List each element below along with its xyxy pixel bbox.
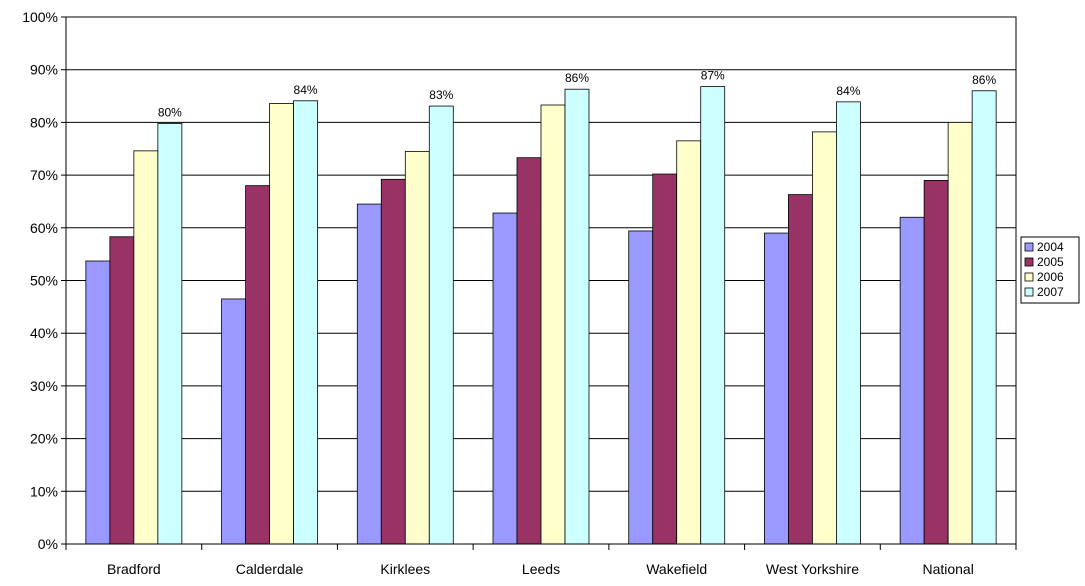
y-tick-label: 80% [30, 114, 58, 130]
bar-2007 [564, 88, 590, 545]
x-category-label: Calderdale [236, 561, 304, 577]
x-category-label: Wakefield [646, 561, 707, 577]
data-label: 83% [429, 88, 453, 102]
x-category-label: West Yorkshire [766, 561, 859, 577]
data-label: 80% [158, 105, 182, 119]
bar-2004 [85, 260, 111, 545]
bar-2005 [245, 185, 270, 545]
bar-2006 [812, 131, 837, 545]
bar-2006 [133, 150, 159, 545]
bar-2004 [221, 298, 246, 545]
x-category-label: National [922, 561, 973, 577]
legend-swatch [1024, 272, 1034, 282]
data-label: 84% [836, 84, 860, 98]
legend-label: 2004 [1037, 240, 1064, 254]
y-tick-label: 0% [38, 536, 58, 552]
legend-swatch [1024, 287, 1034, 297]
x-category-label: Bradford [107, 561, 161, 577]
bar-2006 [404, 150, 430, 545]
y-tick-label: 50% [30, 273, 58, 289]
y-tick-label: 10% [30, 483, 58, 499]
bar-2005 [109, 236, 135, 545]
bar-2007 [700, 86, 726, 545]
bar-2004 [492, 212, 518, 545]
bar-2007 [836, 101, 861, 545]
legend-label: 2007 [1037, 285, 1064, 299]
legend-swatch [1024, 257, 1034, 267]
bar-2005 [923, 179, 949, 545]
bar-2005 [788, 194, 813, 545]
bar-2005 [516, 157, 542, 545]
data-label: 84% [294, 83, 318, 97]
bar-2004 [628, 230, 654, 545]
bar-2004 [764, 232, 789, 545]
bar-2007 [428, 105, 454, 545]
bar-2006 [269, 103, 294, 545]
y-tick-label: 60% [30, 220, 58, 236]
bar-2005 [380, 178, 406, 545]
legend-label: 2006 [1037, 270, 1064, 284]
bar-2005 [652, 173, 678, 545]
data-label: 86% [565, 71, 589, 85]
bar-2007 [157, 123, 183, 545]
y-tick-label: 40% [30, 325, 58, 341]
bar-2004 [356, 203, 382, 545]
plot-area-border [65, 16, 1017, 545]
x-category-label: Leeds [522, 561, 560, 577]
bars [85, 86, 997, 545]
bar-2006 [540, 104, 566, 545]
legend-swatch [1024, 242, 1034, 252]
y-tick-label: 70% [30, 167, 58, 183]
bar-2004 [899, 216, 925, 545]
y-tick-label: 100% [22, 9, 58, 25]
bar-2006 [676, 140, 702, 545]
y-tick-label: 30% [30, 378, 58, 394]
bar-2007 [293, 100, 318, 545]
y-tick-label: 20% [30, 431, 58, 447]
bar-2006 [947, 122, 973, 545]
legend-label: 2005 [1037, 255, 1064, 269]
bar-2007 [971, 90, 997, 545]
data-label: 86% [972, 73, 996, 87]
x-category-label: Kirklees [380, 561, 430, 577]
axes [61, 16, 1017, 550]
labels: 0% 10% 20% 30% 40% 50% 60% 70% 80% 90% 100% 80% Brad… [22, 9, 996, 577]
data-label: 87% [701, 69, 725, 83]
y-tick-label: 90% [30, 62, 58, 78]
